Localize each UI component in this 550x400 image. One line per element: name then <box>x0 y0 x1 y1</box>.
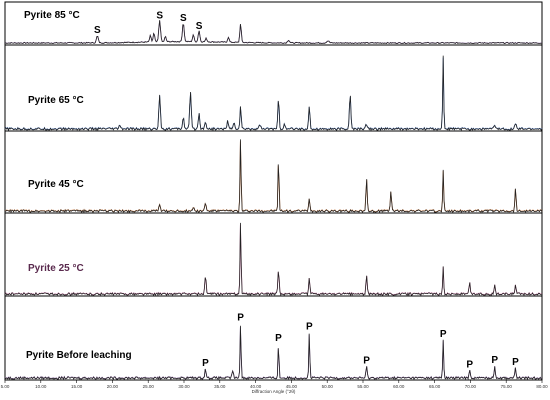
panel-label: Pyrite 25 °C <box>28 263 84 274</box>
panel-label: Pyrite 45 °C <box>28 179 84 190</box>
x-tick-label: 30.00 <box>178 384 190 389</box>
peak-annotation: P <box>275 333 282 344</box>
x-tick-label: 25.00 <box>143 384 155 389</box>
series-line <box>4 139 543 214</box>
x-tick-label: 45.00 <box>286 384 298 389</box>
x-tick-label: 80.00 <box>536 384 548 389</box>
peak-annotation: P <box>363 356 370 367</box>
panel-label: Pyrite 65 °C <box>28 95 84 106</box>
x-tick-label: 40.00 <box>250 384 262 389</box>
x-tick-label: 55.00 <box>357 384 369 389</box>
peak-annotation: S <box>156 10 163 21</box>
x-tick-label: 75.00 <box>501 384 513 389</box>
series-line <box>4 55 543 132</box>
series-line <box>4 222 543 297</box>
peak-annotation: P <box>491 355 498 366</box>
peak-annotation: P <box>306 321 313 332</box>
peak-annotation: P <box>512 357 519 368</box>
series-line <box>4 325 543 381</box>
x-tick-label: 20.00 <box>107 384 119 389</box>
peak-annotation: P <box>440 329 447 340</box>
x-axis: 5.00 10.00 15.00 20.00 25.00 30.00 35.00 40.00 4… <box>1 380 548 394</box>
panel-label: Pyrite Before leaching <box>26 350 132 361</box>
x-tick-label: 5.00 <box>1 384 10 389</box>
x-tick-label: 70.00 <box>465 384 477 389</box>
x-tick-label: 50.00 <box>322 384 334 389</box>
panel: Pyrite Before leaching P P P P P P P P P <box>4 295 543 381</box>
x-tick-label: 15.00 <box>71 384 83 389</box>
peak-annotation: P <box>237 312 244 323</box>
x-tick-label: 35.00 <box>214 384 226 389</box>
peak-annotation: S <box>180 13 187 24</box>
peak-annotation: P <box>202 358 209 369</box>
series-line <box>4 20 543 45</box>
peak-annotation: S <box>94 25 101 36</box>
peak-annotation: P <box>466 359 473 370</box>
panel-label: Pyrite 85 °C <box>24 10 80 21</box>
x-tick-label: 65.00 <box>429 384 441 389</box>
x-axis-title: Diffraction Angle (°2θ) <box>252 389 296 394</box>
x-tick-label: 10.00 <box>35 384 47 389</box>
peak-annotation: S <box>196 21 203 32</box>
panel-frame <box>4 295 543 381</box>
x-tick-label: 60.00 <box>393 384 405 389</box>
